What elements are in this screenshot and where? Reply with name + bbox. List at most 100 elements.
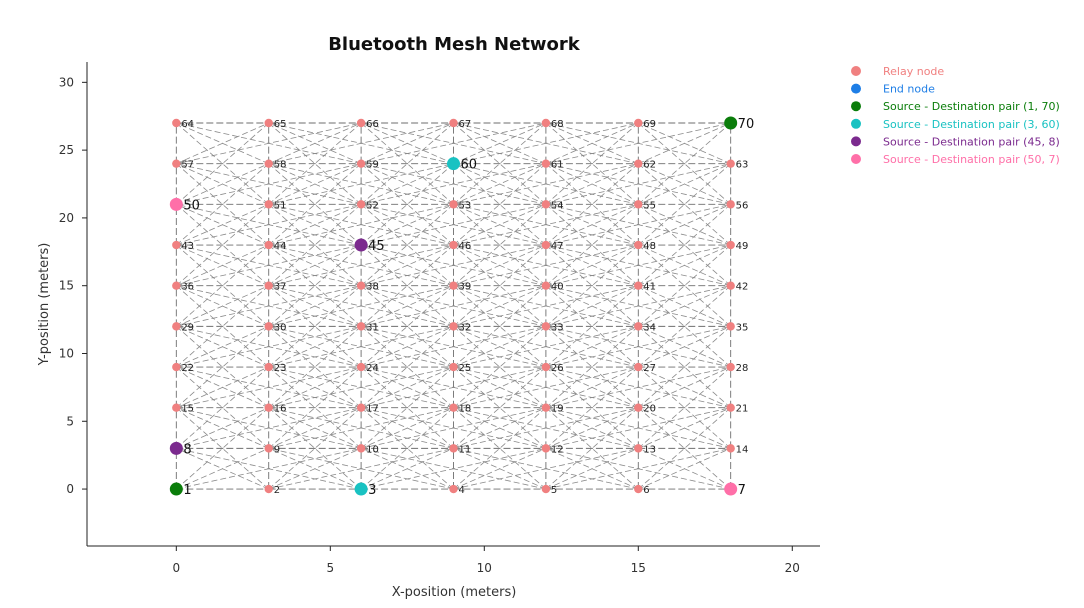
node-50 (169, 197, 183, 211)
mesh-link (453, 203, 639, 246)
node-40 (541, 281, 551, 290)
node-label-56: 56 (736, 200, 749, 211)
node-5 (541, 484, 551, 494)
node-35 (726, 322, 735, 331)
legend-entry: Source - Destination pair (1, 70) (883, 100, 1060, 113)
node-label-39: 39 (459, 282, 472, 293)
node-label-17: 17 (366, 404, 379, 415)
node-53 (449, 200, 458, 209)
mesh-link (545, 407, 639, 490)
legend-marker (851, 154, 861, 164)
x-tick-label: 5 (326, 561, 334, 575)
node-21 (726, 403, 735, 412)
mesh-link (545, 244, 639, 327)
node-52 (356, 200, 366, 209)
node-label-37: 37 (274, 282, 287, 293)
node-44 (264, 240, 273, 250)
mesh-link (453, 447, 639, 490)
node-label-21: 21 (736, 404, 749, 415)
node-34 (634, 322, 643, 331)
mesh-link (545, 244, 639, 287)
mesh-link (360, 366, 454, 409)
mesh-link (453, 285, 547, 327)
y-tick-label: 20 (59, 211, 74, 225)
mesh-link (176, 407, 269, 449)
mesh-link (360, 366, 454, 449)
node-label-19: 19 (551, 404, 564, 415)
mesh-link (453, 122, 639, 165)
node-label-24: 24 (366, 363, 379, 374)
node-label-5: 5 (551, 485, 557, 496)
node-label-11: 11 (459, 444, 472, 455)
node-label-7: 7 (738, 483, 746, 498)
mesh-link (176, 366, 362, 409)
node-label-34: 34 (643, 322, 656, 333)
node-2 (264, 484, 273, 494)
node-label-63: 63 (736, 160, 749, 171)
node-47 (541, 240, 551, 250)
legend-marker (851, 101, 861, 112)
legend-marker (851, 136, 861, 147)
mesh-link (545, 407, 731, 449)
node-36 (172, 281, 181, 290)
node-label-6: 6 (643, 485, 649, 496)
node-label-48: 48 (643, 241, 656, 252)
node-22 (172, 362, 181, 372)
mesh-link (545, 366, 639, 449)
mesh-link (638, 163, 731, 205)
mesh-link (545, 203, 639, 246)
mesh-link (545, 407, 639, 449)
mesh-link (176, 122, 362, 165)
node-label-62: 62 (643, 160, 656, 171)
node-label-3: 3 (368, 483, 376, 498)
node-label-67: 67 (459, 119, 472, 130)
mesh-link (545, 163, 639, 246)
mesh-link (638, 448, 731, 490)
mesh-link (268, 244, 362, 327)
mesh-link (545, 407, 639, 490)
mesh-link (638, 203, 731, 246)
legend-entry: End node (883, 83, 935, 96)
y-tick-label: 25 (59, 143, 74, 157)
mesh-link (638, 366, 731, 409)
mesh-link (453, 122, 547, 205)
mesh-link (176, 204, 269, 286)
node-24 (356, 362, 366, 372)
node-17 (356, 403, 366, 412)
node-66 (356, 118, 366, 128)
node-64 (172, 118, 181, 128)
mesh-link (638, 366, 731, 449)
mesh-link (453, 163, 547, 246)
legend-marker (851, 118, 861, 129)
mesh-link (638, 163, 731, 246)
node-18 (449, 403, 458, 412)
legend-entry: Source - Destination pair (45, 8) (883, 135, 1060, 148)
node-55 (634, 200, 643, 209)
mesh-link (176, 285, 269, 368)
node-54 (541, 200, 551, 209)
mesh-link (360, 407, 454, 490)
node-65 (264, 118, 273, 128)
mesh-link (453, 204, 547, 286)
mesh-link (545, 325, 731, 368)
node-10 (356, 444, 366, 453)
node-60 (447, 157, 460, 171)
node-19 (541, 403, 551, 412)
node-label-25: 25 (459, 363, 472, 374)
mesh-link (638, 366, 731, 449)
mesh-link (545, 122, 639, 165)
mesh-link (453, 285, 547, 368)
mesh-link (638, 204, 731, 286)
mesh-link (176, 448, 269, 490)
x-axis-label: X-position (meters) (392, 585, 517, 600)
node-70 (724, 116, 738, 130)
legend: Relay node End node Source - Destination p… (851, 65, 1060, 166)
mesh-link (638, 122, 731, 165)
node-label-10: 10 (366, 444, 379, 455)
node-label-57: 57 (181, 160, 194, 171)
mesh-link (361, 407, 546, 449)
mesh-link (176, 366, 269, 409)
mesh-links (175, 122, 732, 490)
node-25 (449, 362, 458, 372)
mesh-link (268, 204, 362, 286)
